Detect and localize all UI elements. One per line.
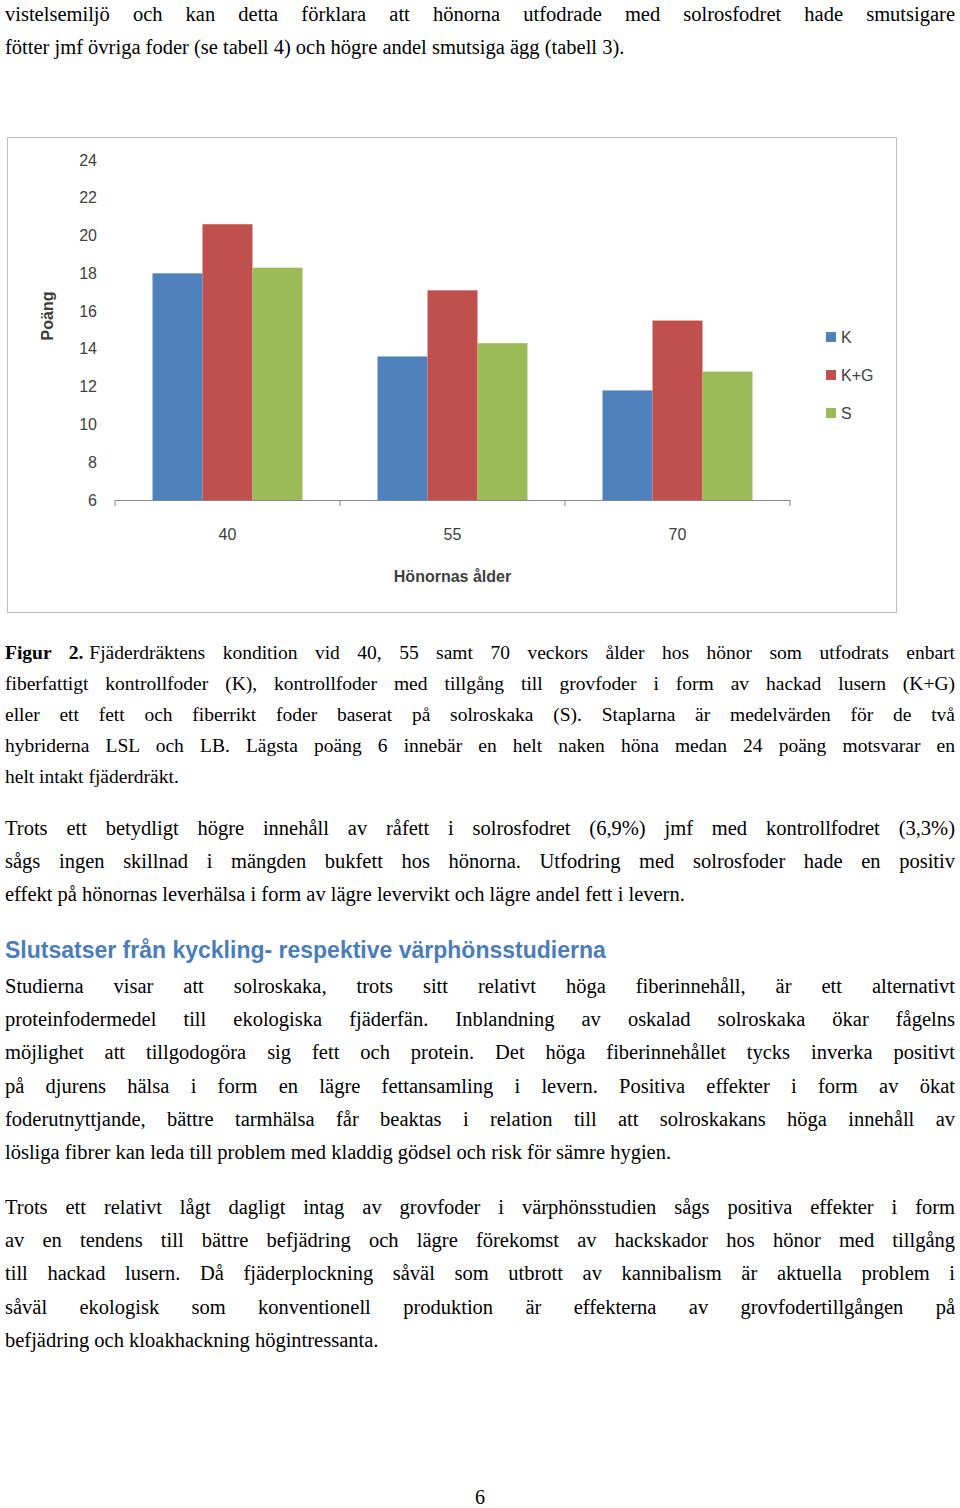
paragraph-line: befjädring och kloakhackning högintressa… (5, 1329, 378, 1351)
paragraph-line: sågs ingen skillnad i mängden bukfett ho… (5, 850, 955, 872)
x-tick (115, 500, 116, 506)
bar (253, 268, 303, 500)
bars (153, 224, 753, 500)
text-line: Trots ett betydligt högre innehåll av rå… (5, 816, 955, 840)
bar (153, 273, 203, 500)
y-tick-label: 20 (79, 227, 97, 244)
x-axis (115, 500, 790, 501)
text-line: effekt på hönornas leverhälsa i form av … (5, 882, 685, 906)
paragraph-line: såväl ekologisk som konventionell produk… (5, 1296, 955, 1318)
caption-line: eller ett fett och fiberrikt foder baser… (5, 704, 955, 725)
paragraph-line: vistelsemiljö och kan detta förklara att… (5, 3, 955, 25)
y-tick-label: 8 (88, 454, 97, 471)
y-axis-label: Poäng (39, 292, 56, 341)
paragraph-line: fötter jmf övriga foder (se tabell 4) oc… (5, 36, 624, 58)
text-line: såväl ekologisk som konventionell produk… (5, 1295, 955, 1319)
y-tick-label: 14 (79, 340, 97, 357)
text-line: Figur 2. Fjäderdräktens kondition vid 40,… (5, 641, 955, 665)
caption-line: hybriderna LSL och LB. Lägsta poäng 6 in… (5, 735, 955, 756)
bar (378, 356, 428, 500)
text-line: helt intakt fjäderdräkt. (5, 765, 179, 789)
text-line: befjädring och kloakhackning högintressa… (5, 1328, 378, 1352)
bar (203, 224, 253, 500)
text-line: Trots ett relativt lågt dagligt intag av… (5, 1195, 955, 1219)
x-axis-label: Hönornas ålder (394, 568, 511, 585)
text-line: fötter jmf övriga foder (se tabell 4) oc… (5, 35, 624, 59)
x-tick-label: 55 (444, 526, 462, 543)
text-line: av en tendens till bättre befjädring och… (5, 1228, 955, 1252)
heading: Slutsatser från kyckling- respektive vär… (5, 936, 606, 964)
paragraph-line: proteinfodermedel till ekologiska fjäder… (5, 1008, 955, 1030)
bar (653, 321, 703, 500)
text-line: fiberfattigt kontrollfoder (K), kontroll… (5, 672, 955, 696)
legend-swatch (826, 332, 836, 342)
y-tick-label: 10 (79, 416, 97, 433)
x-tick (340, 500, 341, 506)
legend-label: K (841, 329, 852, 346)
bar (478, 343, 528, 500)
text-line: på djurens hälsa i form en lägre fettans… (5, 1074, 955, 1098)
y-tick-label: 16 (79, 303, 97, 320)
x-tick (565, 500, 566, 506)
caption-line: Fjäderdräktens kondition vid 40, 55 samt… (89, 642, 955, 663)
y-tick-label: 22 (79, 189, 97, 206)
caption-label: Figur 2. (5, 642, 83, 663)
legend-label: S (841, 405, 852, 422)
text-line: hybriderna LSL och LB. Lägsta poäng 6 in… (5, 734, 955, 758)
text-line: möjlighet att tillgodogöra sig fett och … (5, 1040, 955, 1064)
chart: 6 8 10 12 14 16 18 20 22 24 40 55 70 Hönornas ålder Po… (0, 0, 960, 1508)
legend-swatch (826, 370, 836, 380)
y-tick-label: 6 (88, 492, 97, 509)
legend-swatch (826, 408, 836, 418)
y-tick-label: 18 (79, 265, 97, 282)
paragraph-line: foderutnyttjande, bättre tarmhälsa får b… (5, 1108, 955, 1130)
x-tick-label: 40 (219, 526, 237, 543)
chart-frame (8, 138, 897, 613)
paragraph-line: på djurens hälsa i form en lägre fettans… (5, 1075, 955, 1097)
page-number: 6 (0, 1485, 960, 1508)
paragraph-line: lösliga fibrer kan leda till problem med… (5, 1141, 671, 1163)
paragraph-line: av en tendens till bättre befjädring och… (5, 1229, 955, 1251)
x-tick-label: 70 (669, 526, 687, 543)
paragraph-line: Trots ett relativt lågt dagligt intag av… (5, 1196, 955, 1218)
text-line: proteinfodermedel till ekologiska fjäder… (5, 1007, 955, 1031)
x-tick (790, 500, 791, 506)
text-line: eller ett fett och fiberrikt foder baser… (5, 703, 955, 727)
caption-line: fiberfattigt kontrollfoder (K), kontroll… (5, 673, 955, 694)
text-line: foderutnyttjande, bättre tarmhälsa får b… (5, 1107, 955, 1131)
bar (428, 290, 478, 500)
paragraph-line: Trots ett betydligt högre innehåll av rå… (5, 817, 955, 839)
bar (703, 372, 753, 500)
y-tick-label: 12 (79, 378, 97, 395)
legend-label: K+G (841, 367, 873, 384)
page: vistelsemiljö och kan detta förklara att… (0, 0, 960, 1508)
text-line: sågs ingen skillnad i mängden bukfett ho… (5, 849, 955, 873)
text-line: lösliga fibrer kan leda till problem med… (5, 1140, 671, 1164)
bar (603, 390, 653, 500)
y-tick-label: 24 (79, 152, 97, 169)
text-line: vistelsemiljö och kan detta förklara att… (5, 2, 955, 26)
text-line: Studierna visar att solroskaka, trots si… (5, 974, 955, 998)
caption-line: helt intakt fjäderdräkt. (5, 766, 179, 787)
paragraph-line: Studierna visar att solroskaka, trots si… (5, 975, 955, 997)
paragraph-line: effekt på hönornas leverhälsa i form av … (5, 883, 685, 905)
paragraph-line: möjlighet att tillgodogöra sig fett och … (5, 1041, 955, 1063)
text-line: till hackad lusern. Då fjäderplockning s… (5, 1261, 955, 1285)
paragraph-line: till hackad lusern. Då fjäderplockning s… (5, 1262, 955, 1284)
